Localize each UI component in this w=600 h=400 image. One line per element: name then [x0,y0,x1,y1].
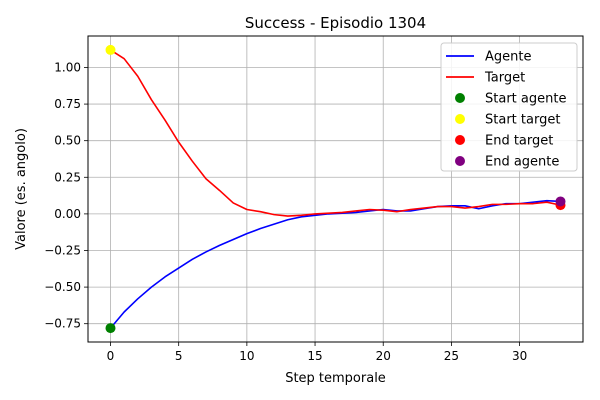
y-tick-label: −0.25 [44,243,81,257]
y-tick-label: 0.75 [54,97,81,111]
legend-label-target: Target [484,71,525,86]
x-tick-label: 25 [444,349,459,363]
marker-end-agente [555,196,566,207]
y-tick-label: 1.00 [54,60,81,74]
marker-start-agente [105,323,116,334]
y-tick-label: −0.75 [44,317,81,331]
legend-swatch-start-agente [455,93,465,103]
y-axis-label: Valore (es. angolo) [14,128,29,250]
x-tick-label: 30 [512,349,527,363]
legend-box [440,42,578,172]
legend-label-start-agente: Start agente [485,92,566,107]
legend-swatch-end-agente [455,156,465,166]
y-tick-label: 0.50 [54,134,81,148]
legend-label-agente: Agente [485,50,531,65]
legend-swatch-end-target [455,135,465,145]
point-markers [105,44,566,334]
plot-frame [87,35,584,343]
marker-start-target [105,44,116,55]
y-tick-label: 0.00 [54,207,81,221]
x-tick-label: 0 [107,349,115,363]
legend-label-end-agente: End agente [485,155,559,170]
x-tick-label: 15 [307,349,322,363]
y-tick-label: 0.25 [54,170,81,184]
x-tick-label: 10 [239,349,254,363]
series-line-target [110,49,561,217]
x-tick-label: 5 [175,349,183,363]
x-tick-label: 20 [376,349,391,363]
legend-swatch-start-target [455,114,465,124]
legend-label-end-target: End target [485,134,553,149]
series-lines [109,49,561,329]
y-tick-label: −0.50 [44,280,81,294]
chart-title: Success - Episodio 1304 [245,14,426,32]
x-axis-ticks: 0 5 10 15 20 25 30 [107,342,527,363]
legend: Agente Target Start agente Start target End … [440,42,578,172]
x-axis-label: Step temporale [285,371,386,386]
legend-entries: Agente Target Start agente Start target End … [446,50,566,170]
y-axis-ticks: −0.75 −0.50 −0.25 0.00 0.25 0.50 0.75 1.00 [44,60,88,331]
legend-label-start-target: Start target [485,113,560,128]
